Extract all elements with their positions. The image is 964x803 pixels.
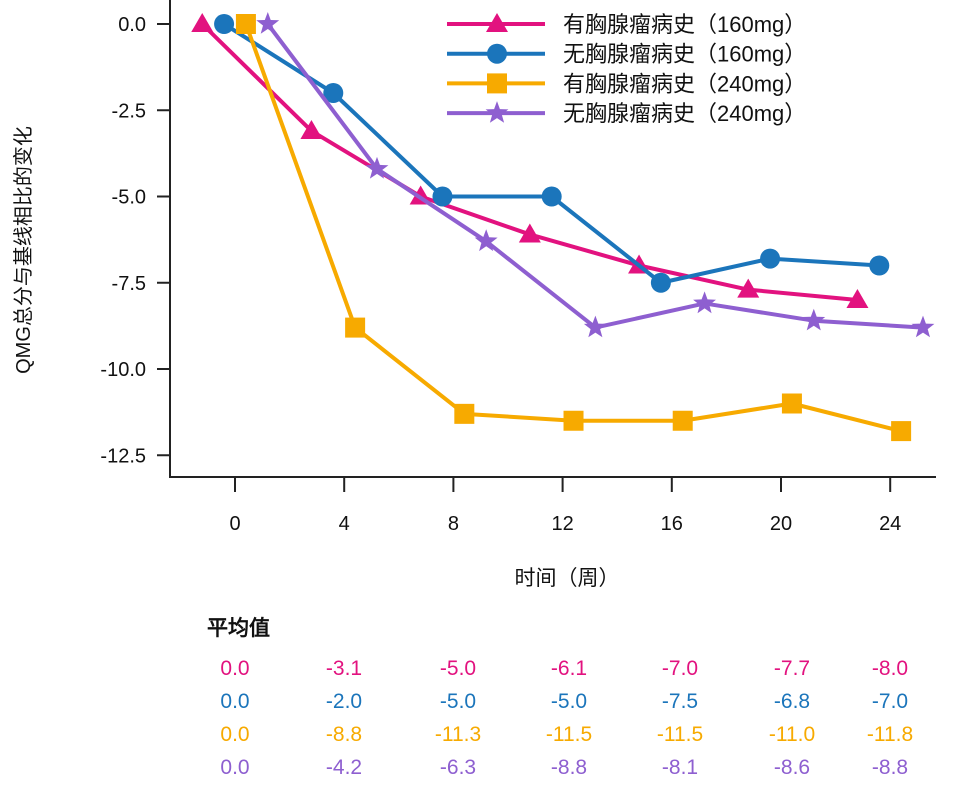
x-axis-label: 时间（周） — [515, 567, 620, 590]
series-group — [191, 12, 935, 442]
data-point-circle — [650, 272, 671, 293]
data-point-star — [256, 12, 280, 34]
data-point-triangle — [191, 13, 214, 32]
table-cell: -6.3 — [440, 756, 476, 779]
table-cell: -7.7 — [774, 657, 810, 680]
legend-item: 有胸腺瘤病史（160mg） — [447, 12, 806, 37]
table-cell: -3.1 — [326, 657, 362, 680]
x-tick-label: 12 — [551, 513, 573, 535]
table-row: 0.0 -8.8 -11.3 -11.5 -11.5 -11.0 -11.8 — [220, 723, 913, 746]
table-cell: -2.0 — [326, 690, 362, 713]
table-cell: -4.2 — [326, 756, 362, 779]
data-point-circle — [214, 14, 235, 34]
legend-marker-triangle — [486, 13, 508, 32]
data-point-star — [802, 308, 826, 331]
table-cell: -11.5 — [546, 723, 592, 746]
legend-item: 无胸腺瘤病史（160mg） — [447, 42, 806, 67]
legend-item: 无胸腺瘤病史（240mg） — [447, 101, 806, 126]
table-cell: -8.1 — [662, 756, 698, 779]
legend-marker-circle — [487, 43, 507, 64]
table-cell: -6.8 — [774, 690, 810, 713]
table-cell: -5.0 — [551, 690, 587, 713]
y-tick-label: -10.0 — [100, 359, 146, 381]
table-cell: -5.0 — [440, 657, 476, 680]
table-row: 0.0 -2.0 -5.0 -5.0 -7.5 -6.8 -7.0 — [220, 690, 908, 713]
legend-marker-square — [487, 73, 507, 94]
table-cell: -5.0 — [440, 690, 476, 713]
x-tick-label: 0 — [229, 513, 240, 535]
data-point-square — [345, 317, 366, 338]
data-point-square — [454, 403, 475, 424]
series-3 — [235, 14, 912, 442]
data-point-square — [235, 14, 256, 34]
table-cell: -6.1 — [551, 657, 587, 680]
series-2 — [214, 14, 890, 293]
table-cell: -11.5 — [657, 723, 703, 746]
legend-marker-star — [485, 101, 509, 123]
legend-label: 有胸腺瘤病史（240mg） — [563, 71, 806, 96]
x-tick-label: 4 — [339, 513, 350, 535]
series-line — [266, 22, 924, 330]
data-point-star — [583, 315, 607, 338]
legend-item: 有胸腺瘤病史（240mg） — [447, 71, 806, 96]
legend-label: 无胸腺瘤病史（160mg） — [563, 42, 806, 67]
y-tick-label: -7.5 — [112, 273, 146, 295]
data-point-triangle — [846, 289, 869, 308]
y-tick-label: -2.5 — [112, 100, 146, 122]
axes: 0.0 -2.5 -5.0 -7.5 -10.0 -12.5 0 4 8 12 16 20 24 — [100, 0, 936, 535]
table-cell: 0.0 — [220, 756, 249, 779]
table-cell: -11.8 — [867, 723, 913, 746]
table-row: 0.0 -4.2 -6.3 -8.8 -8.1 -8.6 -8.8 — [220, 756, 908, 779]
x-tick-label: 8 — [448, 513, 459, 535]
table-cell: 0.0 — [220, 690, 249, 713]
x-tick-label: 20 — [770, 513, 792, 535]
data-point-triangle — [737, 278, 760, 298]
mean-table: 平均值 0.0 -3.1 -5.0 -6.1 -7.0 -7.7 -8.0 0.0 -2.0 -5… — [207, 616, 913, 779]
table-cell: -11.3 — [435, 723, 481, 746]
y-tick-label: -12.5 — [100, 445, 146, 467]
x-tick-label: 24 — [879, 513, 901, 535]
table-cell: -7.5 — [662, 690, 698, 713]
data-point-square — [781, 393, 802, 414]
y-axis-label: QMG总分与基线相比的变化 — [12, 126, 35, 374]
data-point-square — [563, 410, 584, 431]
data-point-circle — [869, 255, 890, 276]
data-point-square — [891, 421, 912, 442]
legend-label: 无胸腺瘤病史（240mg） — [563, 101, 806, 126]
data-point-star — [693, 291, 716, 314]
legend-label: 有胸腺瘤病史（160mg） — [563, 12, 806, 37]
table-cell: -8.6 — [774, 756, 810, 779]
table-cell: 0.0 — [220, 657, 249, 680]
table-cell: -7.0 — [662, 657, 698, 680]
table-cell: -8.0 — [872, 657, 908, 680]
data-point-square — [672, 410, 693, 431]
table-cell: 0.0 — [220, 723, 249, 746]
table-cell: -11.0 — [769, 723, 815, 746]
y-tick-label: -5.0 — [112, 187, 146, 209]
data-point-triangle — [518, 223, 541, 243]
data-point-triangle — [300, 119, 323, 139]
x-tick-label: 16 — [661, 513, 683, 535]
table-cell: -7.0 — [872, 690, 908, 713]
data-point-circle — [760, 248, 781, 269]
data-point-star — [474, 229, 498, 252]
data-point-star — [365, 156, 389, 179]
y-tick-label: 0.0 — [118, 14, 146, 36]
table-cell: -8.8 — [551, 756, 587, 779]
table-heading: 平均值 — [207, 616, 270, 640]
table-row: 0.0 -3.1 -5.0 -6.1 -7.0 -7.7 -8.0 — [220, 657, 908, 680]
data-point-star — [911, 315, 935, 338]
series-4 — [256, 12, 935, 338]
data-point-circle — [541, 186, 562, 207]
table-cell: -8.8 — [872, 756, 908, 779]
table-cell: -8.8 — [326, 723, 362, 746]
data-point-circle — [323, 83, 344, 103]
legend: 有胸腺瘤病史（160mg） 无胸腺瘤病史（160mg） 有胸腺瘤病史（240mg） 无… — [447, 12, 806, 126]
data-point-circle — [432, 186, 453, 207]
